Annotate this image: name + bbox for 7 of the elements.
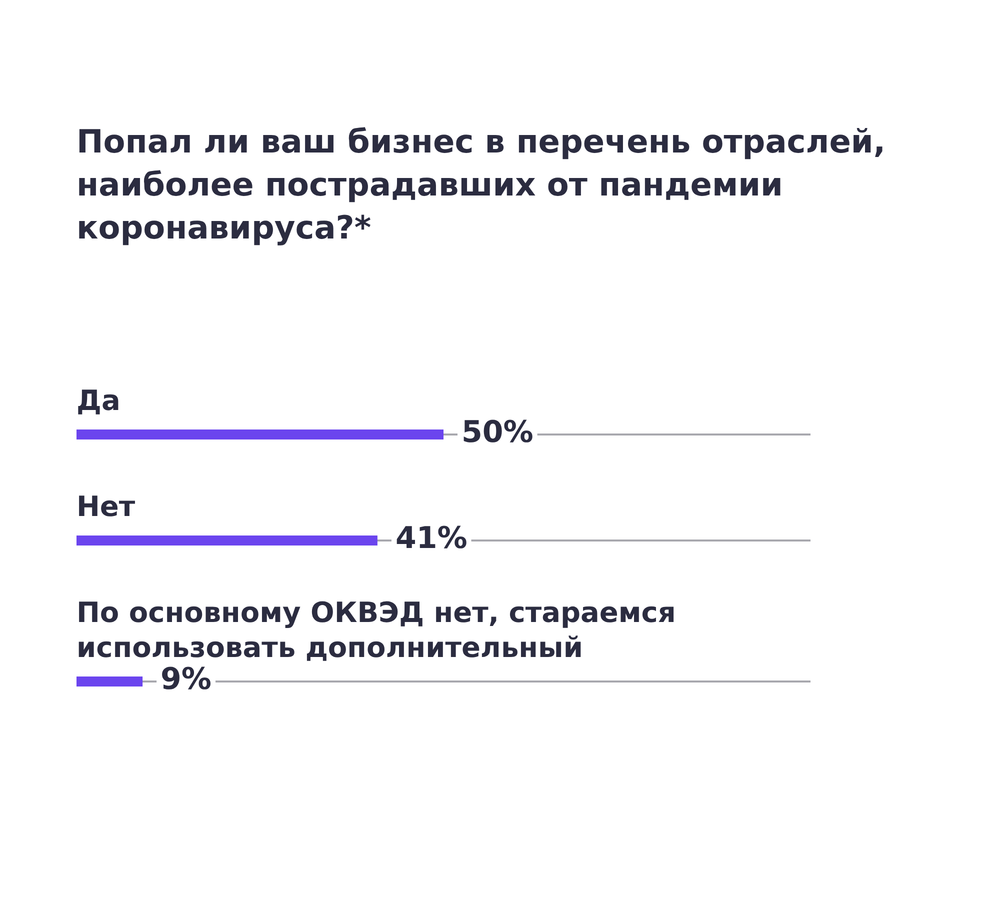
y-tick-label: Нет: [76, 490, 136, 523]
chart-title: Попал ли ваш бизнес в перечень отраслей, наиболее пострадавших от пандемии коронавируса?*: [76, 122, 886, 246]
data-label: 50%: [462, 415, 534, 450]
y-tick-label: Да: [76, 384, 120, 417]
y-tick-label: По основному ОКВЭД нет, стараемся использовать дополнительный: [76, 596, 676, 664]
data-label: 9%: [160, 662, 212, 697]
data-label: 41%: [395, 521, 468, 556]
